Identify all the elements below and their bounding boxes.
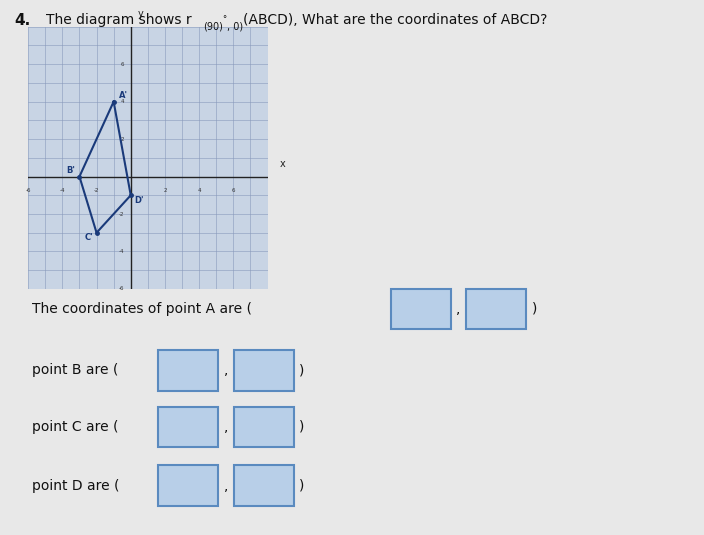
Text: ,: , (224, 363, 228, 378)
Text: 2: 2 (163, 188, 167, 193)
Text: -2: -2 (118, 211, 124, 217)
Text: ): ) (299, 419, 305, 434)
Text: 6: 6 (120, 62, 124, 67)
Text: ): ) (299, 363, 305, 378)
Text: ,: , (224, 478, 228, 493)
Text: point C are (: point C are ( (32, 419, 118, 434)
Text: ): ) (299, 478, 305, 493)
Text: x: x (280, 159, 286, 169)
Text: ,: , (456, 302, 460, 316)
Text: D': D' (134, 196, 144, 205)
Text: -4: -4 (118, 249, 124, 254)
Text: A': A' (119, 91, 127, 100)
Text: 4: 4 (120, 99, 124, 104)
Text: point D are (: point D are ( (32, 478, 119, 493)
Text: ,: , (224, 419, 228, 434)
Text: point B are (: point B are ( (32, 363, 118, 378)
Text: , 0): , 0) (227, 21, 243, 32)
Text: °: ° (222, 15, 226, 24)
Text: The coordinates of point A are (: The coordinates of point A are ( (32, 302, 252, 316)
Text: The diagram shows r: The diagram shows r (46, 13, 191, 27)
Text: 2: 2 (120, 136, 124, 142)
Text: -6: -6 (118, 286, 124, 292)
Text: y: y (137, 9, 144, 19)
Text: (ABCD), What are the coordinates of ABCD?: (ABCD), What are the coordinates of ABCD… (243, 13, 547, 27)
Text: 4: 4 (197, 188, 201, 193)
Text: -4: -4 (60, 188, 65, 193)
Text: B': B' (65, 166, 75, 175)
Text: 4.: 4. (14, 13, 30, 28)
Text: -2: -2 (94, 188, 99, 193)
Text: -6: -6 (25, 188, 31, 193)
Text: (90): (90) (203, 21, 222, 32)
Text: C': C' (84, 233, 93, 242)
Text: 6: 6 (232, 188, 235, 193)
Text: ): ) (532, 302, 537, 316)
